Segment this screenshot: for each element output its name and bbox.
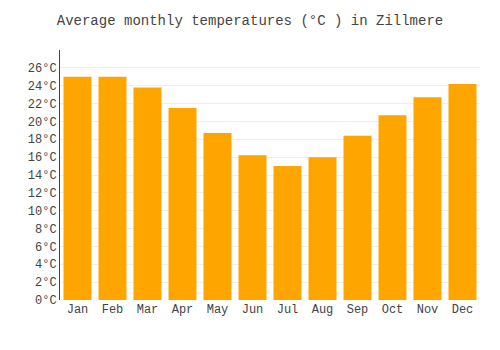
svg-text:Jul: Jul (277, 303, 299, 317)
svg-text:Mar: Mar (137, 303, 159, 317)
svg-text:Apr: Apr (172, 303, 194, 317)
svg-text:18°C: 18°C (28, 133, 57, 147)
svg-text:24°C: 24°C (28, 80, 57, 94)
svg-text:Jun: Jun (242, 303, 264, 317)
svg-text:14°C: 14°C (28, 169, 57, 183)
svg-text:Oct: Oct (382, 303, 404, 317)
svg-text:20°C: 20°C (28, 116, 57, 130)
svg-text:Average monthly temperatures (: Average monthly temperatures (°C ) in Zi… (57, 13, 443, 29)
svg-text:12°C: 12°C (28, 187, 57, 201)
svg-text:6°C: 6°C (35, 241, 57, 255)
svg-text:10°C: 10°C (28, 205, 57, 219)
svg-text:0°C: 0°C (35, 294, 57, 308)
svg-text:Nov: Nov (417, 303, 439, 317)
svg-text:26°C: 26°C (28, 62, 57, 76)
svg-text:8°C: 8°C (35, 223, 57, 237)
svg-text:2°C: 2°C (35, 276, 57, 290)
svg-text:16°C: 16°C (28, 151, 57, 165)
svg-text:22°C: 22°C (28, 98, 57, 112)
svg-text:Jan: Jan (67, 303, 89, 317)
svg-text:Dec: Dec (452, 303, 474, 317)
svg-text:Sep: Sep (347, 303, 369, 317)
svg-text:May: May (207, 303, 229, 317)
svg-text:Aug: Aug (312, 303, 334, 317)
svg-text:Feb: Feb (102, 303, 124, 317)
svg-text:4°C: 4°C (35, 258, 57, 272)
